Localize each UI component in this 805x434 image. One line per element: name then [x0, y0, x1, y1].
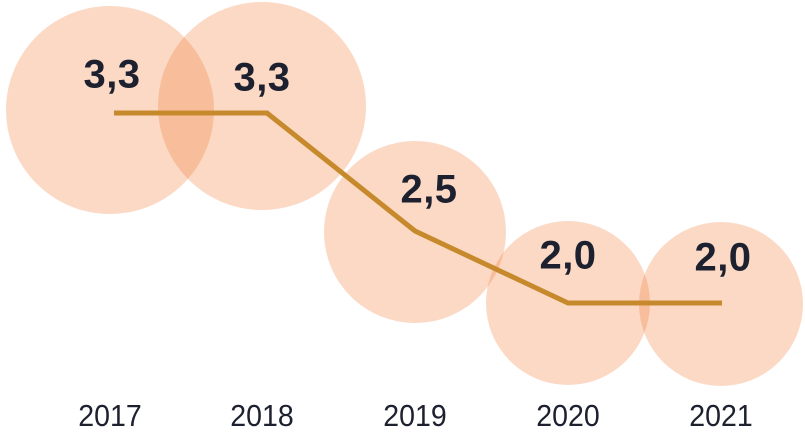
value-label-2021: 2,0: [694, 235, 752, 280]
value-label-2018: 3,3: [233, 55, 291, 100]
value-label-2020: 2,0: [539, 233, 597, 278]
year-label-2019: 2019: [383, 398, 447, 433]
year-label-2017: 2017: [78, 398, 142, 433]
year-label-2020: 2020: [536, 398, 600, 433]
bubble-2018: [158, 2, 366, 210]
year-label-2021: 2021: [689, 398, 753, 433]
value-label-2017: 3,3: [83, 52, 141, 97]
year-label-2018: 2018: [230, 398, 294, 433]
value-label-2019: 2,5: [400, 167, 458, 212]
